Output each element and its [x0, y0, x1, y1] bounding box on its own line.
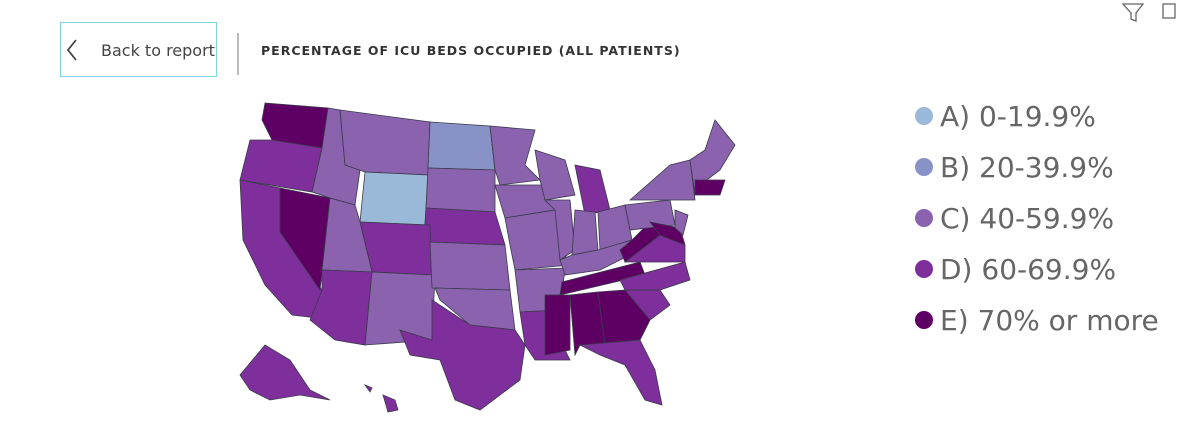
- state[interactable]: [359, 171, 429, 226]
- legend-swatch: [915, 209, 933, 227]
- visual-title: PERCENTAGE OF ICU BEDS OCCUPIED (ALL PAT…: [261, 43, 681, 58]
- legend-label: C) 40-59.9%: [940, 202, 1114, 235]
- back-button-frame[interactable]: [60, 22, 217, 77]
- state[interactable]: [425, 167, 496, 213]
- state[interactable]: [382, 394, 399, 413]
- state[interactable]: [339, 109, 431, 176]
- us-map: [239, 102, 736, 413]
- state[interactable]: [363, 384, 373, 393]
- legend-label: A) 0-19.9%: [940, 100, 1096, 133]
- state[interactable]: [429, 241, 511, 291]
- state[interactable]: [694, 179, 726, 196]
- state[interactable]: [544, 294, 571, 356]
- focus-icon[interactable]: [1162, 3, 1176, 19]
- back-button[interactable]: Back to report: [60, 22, 217, 77]
- back-label[interactable]: Back to report: [101, 41, 215, 60]
- state[interactable]: [574, 164, 611, 216]
- legend-label: D) 60-69.9%: [940, 253, 1116, 286]
- state[interactable]: [279, 187, 331, 292]
- legend-swatch: [915, 260, 933, 278]
- state[interactable]: [578, 339, 663, 406]
- state[interactable]: [534, 149, 576, 201]
- state[interactable]: [544, 199, 576, 261]
- state[interactable]: [674, 209, 689, 236]
- legend-swatch: [915, 107, 933, 125]
- toolbar: [1121, 3, 1176, 22]
- state[interactable]: [239, 344, 331, 401]
- state[interactable]: [619, 261, 691, 291]
- state[interactable]: [597, 289, 651, 346]
- state[interactable]: [399, 299, 526, 411]
- legend: A) 0-19.9% B) 20-39.9% C) 40-59.9% D) 60-69…: [915, 100, 1159, 337]
- legend-swatch: [915, 311, 933, 329]
- state[interactable]: [427, 121, 496, 171]
- state[interactable]: [571, 209, 599, 256]
- state[interactable]: [424, 207, 506, 246]
- legend-label: E) 70% or more: [940, 304, 1159, 337]
- state[interactable]: [489, 125, 541, 186]
- back-arrow[interactable]: [66, 39, 77, 61]
- state[interactable]: [628, 159, 696, 201]
- filter-icon[interactable]: [1121, 3, 1145, 22]
- state[interactable]: [364, 271, 436, 346]
- legend-label: B) 20-39.9%: [940, 151, 1114, 184]
- legend-swatch: [915, 158, 933, 176]
- state[interactable]: [321, 197, 373, 273]
